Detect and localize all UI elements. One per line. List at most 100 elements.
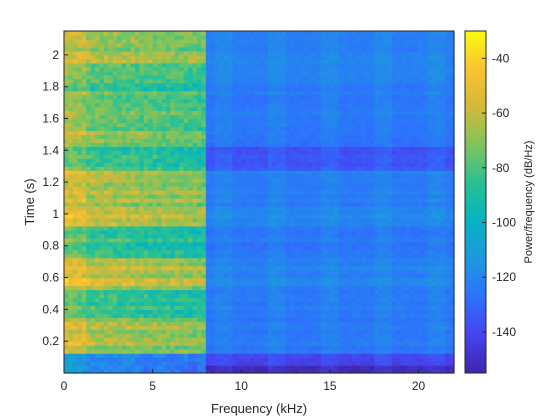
- heatmap-cell: [396, 313, 402, 318]
- heatmap-cell: [294, 321, 300, 326]
- heatmap-cell: [281, 265, 287, 271]
- heatmap-cell: [325, 233, 331, 239]
- heatmap-cell: [81, 361, 87, 366]
- heatmap-cell: [183, 150, 189, 155]
- heatmap-cell: [126, 333, 132, 338]
- heatmap-cell: [440, 245, 446, 251]
- heatmap-cell: [232, 365, 238, 370]
- heatmap-cell: [86, 170, 92, 175]
- heatmap-cell: [405, 229, 411, 235]
- heatmap-cell: [387, 261, 393, 267]
- heatmap-cell: [436, 349, 442, 354]
- heatmap-cell: [117, 245, 123, 251]
- heatmap-cell: [272, 333, 278, 338]
- heatmap-cell: [90, 293, 96, 299]
- heatmap-cell: [152, 333, 158, 338]
- heatmap-cell: [196, 150, 202, 155]
- heatmap-cell: [227, 198, 234, 203]
- heatmap-cell: [259, 229, 265, 235]
- heatmap-cell: [307, 269, 313, 275]
- heatmap-cell: [165, 241, 171, 247]
- heatmap-cell: [312, 349, 318, 354]
- heatmap-cell: [121, 321, 127, 326]
- heatmap-cell: [72, 245, 78, 251]
- heatmap-cell: [95, 313, 101, 318]
- heatmap-cell: [267, 361, 273, 366]
- heatmap-cell: [174, 233, 180, 239]
- heatmap-cell: [108, 209, 114, 215]
- heatmap-cell: [334, 337, 340, 342]
- heatmap-cell: [329, 150, 335, 155]
- heatmap-cell: [157, 146, 163, 151]
- heatmap-cell: [400, 170, 406, 175]
- heatmap-cell: [121, 369, 127, 374]
- heatmap-cell: [90, 190, 96, 195]
- heatmap-cell: [316, 349, 322, 354]
- heatmap-cell: [391, 229, 397, 235]
- heatmap-cell: [245, 217, 251, 223]
- heatmap-cell: [188, 237, 194, 243]
- heatmap-cell: [414, 273, 420, 279]
- heatmap-cell: [285, 174, 291, 179]
- heatmap-cell: [391, 213, 397, 219]
- heatmap-cell: [378, 285, 384, 291]
- heatmap-cell: [214, 166, 220, 171]
- heatmap-cell: [81, 253, 87, 259]
- heatmap-cell: [232, 357, 238, 362]
- heatmap-cell: [143, 229, 149, 235]
- heatmap-cell: [130, 365, 136, 370]
- heatmap-cell: [356, 186, 362, 191]
- heatmap-cell: [263, 213, 269, 219]
- heatmap-cell: [312, 329, 318, 334]
- heatmap-cell: [112, 353, 118, 358]
- heatmap-cell: [72, 162, 78, 167]
- heatmap-cell: [298, 190, 304, 195]
- heatmap-cell: [108, 217, 114, 223]
- heatmap-cell: [307, 241, 313, 247]
- heatmap-cell: [290, 309, 296, 314]
- heatmap-cell: [165, 198, 171, 203]
- heatmap-cell: [338, 281, 344, 287]
- heatmap-cell: [449, 166, 455, 171]
- heatmap-cell: [449, 321, 455, 326]
- heatmap-cell: [143, 182, 149, 187]
- heatmap-cell: [223, 178, 229, 183]
- heatmap-cell: [161, 337, 167, 342]
- heatmap-cell: [383, 237, 389, 243]
- heatmap-cell: [281, 146, 287, 151]
- heatmap-cell: [90, 229, 96, 235]
- heatmap-cell: [64, 190, 70, 195]
- heatmap-cell: [196, 257, 202, 263]
- heatmap-cell: [391, 225, 397, 231]
- heatmap-cell: [99, 281, 105, 287]
- heatmap-cell: [440, 233, 446, 239]
- heatmap-cell: [374, 365, 380, 370]
- heatmap-cell: [298, 205, 304, 211]
- heatmap-cell: [161, 365, 167, 370]
- heatmap-cell: [227, 233, 234, 239]
- heatmap-cell: [81, 162, 87, 167]
- heatmap-cell: [374, 305, 380, 310]
- heatmap-cell: [272, 353, 278, 358]
- heatmap-cell: [303, 198, 309, 203]
- heatmap-cell: [374, 170, 380, 175]
- heatmap-cell: [445, 365, 451, 370]
- heatmap-cell: [445, 202, 451, 207]
- heatmap-cell: [112, 233, 118, 239]
- heatmap-cell: [157, 289, 163, 295]
- heatmap-cell: [148, 289, 154, 295]
- heatmap-cell: [431, 329, 437, 334]
- heatmap-cell: [81, 249, 87, 255]
- heatmap-cell: [418, 174, 424, 179]
- heatmap-cell: [121, 297, 127, 303]
- heatmap-cell: [347, 154, 353, 159]
- heatmap-cell: [99, 261, 105, 267]
- heatmap-cell: [139, 301, 145, 306]
- heatmap-cell: [298, 225, 304, 231]
- heatmap-cell: [117, 198, 123, 203]
- heatmap-cell: [387, 202, 393, 207]
- heatmap-cell: [436, 269, 442, 275]
- heatmap-cell: [259, 170, 265, 175]
- heatmap-cell: [81, 233, 87, 239]
- heatmap-cell: [285, 162, 291, 167]
